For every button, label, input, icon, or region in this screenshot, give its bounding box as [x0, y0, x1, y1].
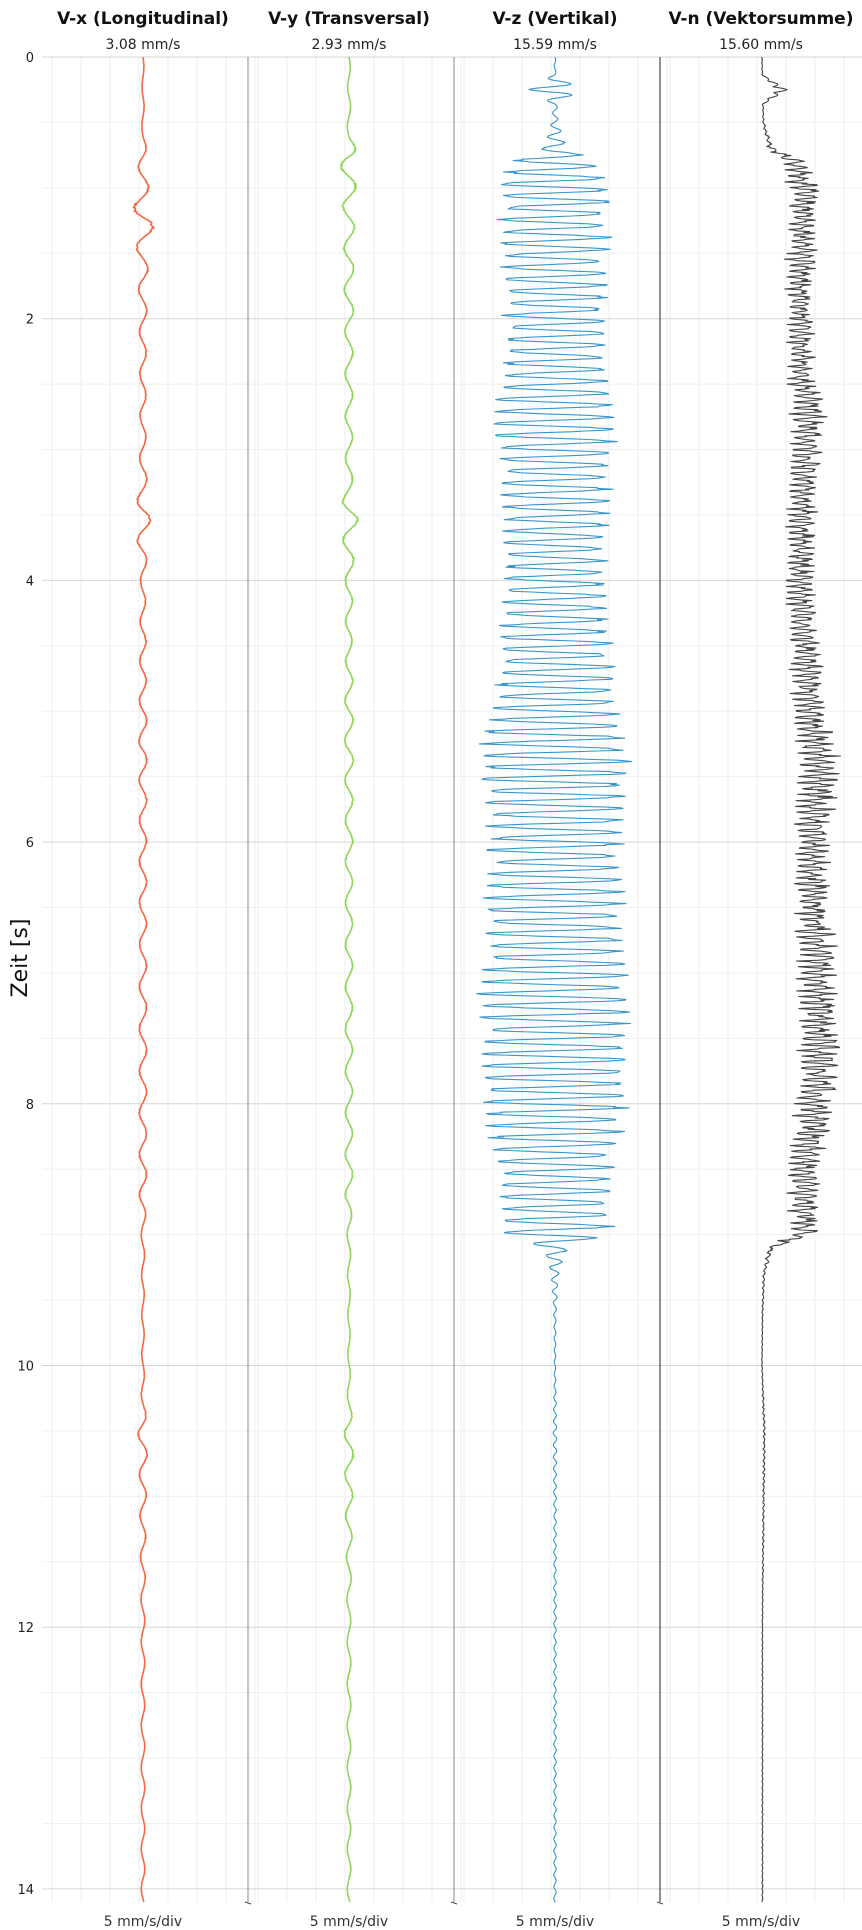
panel-grid: [454, 56, 668, 1902]
series-title: V-x (Longitudinal): [57, 9, 229, 29]
text-layer: 0 2 4 6 8 10 12 14 V-x (Longitudinal) 3.08 mm/s 5 …: [17, 9, 853, 1930]
series-scale-label: 5 mm/s/div: [104, 1914, 182, 1930]
series-waveform: [340, 56, 359, 1903]
y-tick-label: 2: [26, 313, 34, 328]
y-tick-label: 8: [26, 1098, 34, 1113]
panel-grid: [42, 56, 256, 1902]
y-tick-label: 10: [17, 1360, 34, 1375]
series-layer: [132, 56, 842, 1903]
y-tick-label: 0: [26, 51, 34, 66]
grid-layer: [42, 56, 862, 1905]
series-waveform: [476, 56, 633, 1903]
series-peak-value: 3.08 mm/s: [106, 37, 181, 53]
panel-grid: [660, 56, 862, 1902]
series-title: V-n (Vektorsumme): [669, 9, 854, 29]
series-scale-label: 5 mm/s/div: [722, 1914, 800, 1930]
series-peak-value: 15.59 mm/s: [513, 37, 597, 53]
y-axis-label: Zeit [s]: [8, 919, 33, 998]
series-scale-label: 5 mm/s/div: [516, 1914, 594, 1930]
y-tick-label: 12: [17, 1621, 34, 1636]
series-title: V-y (Transversal): [268, 9, 430, 29]
y-tick-label: 14: [17, 1883, 34, 1898]
series-waveform: [132, 56, 155, 1903]
series-peak-value: 15.60 mm/s: [719, 37, 803, 53]
panel-grid: [248, 56, 462, 1902]
y-tick-label: 6: [26, 836, 34, 851]
series-scale-label: 5 mm/s/div: [310, 1914, 388, 1930]
series-peak-value: 2.93 mm/s: [312, 37, 387, 53]
series-title: V-z (Vertikal): [492, 9, 617, 29]
y-tick-label: 4: [26, 574, 34, 589]
series-waveform: [761, 56, 842, 1903]
